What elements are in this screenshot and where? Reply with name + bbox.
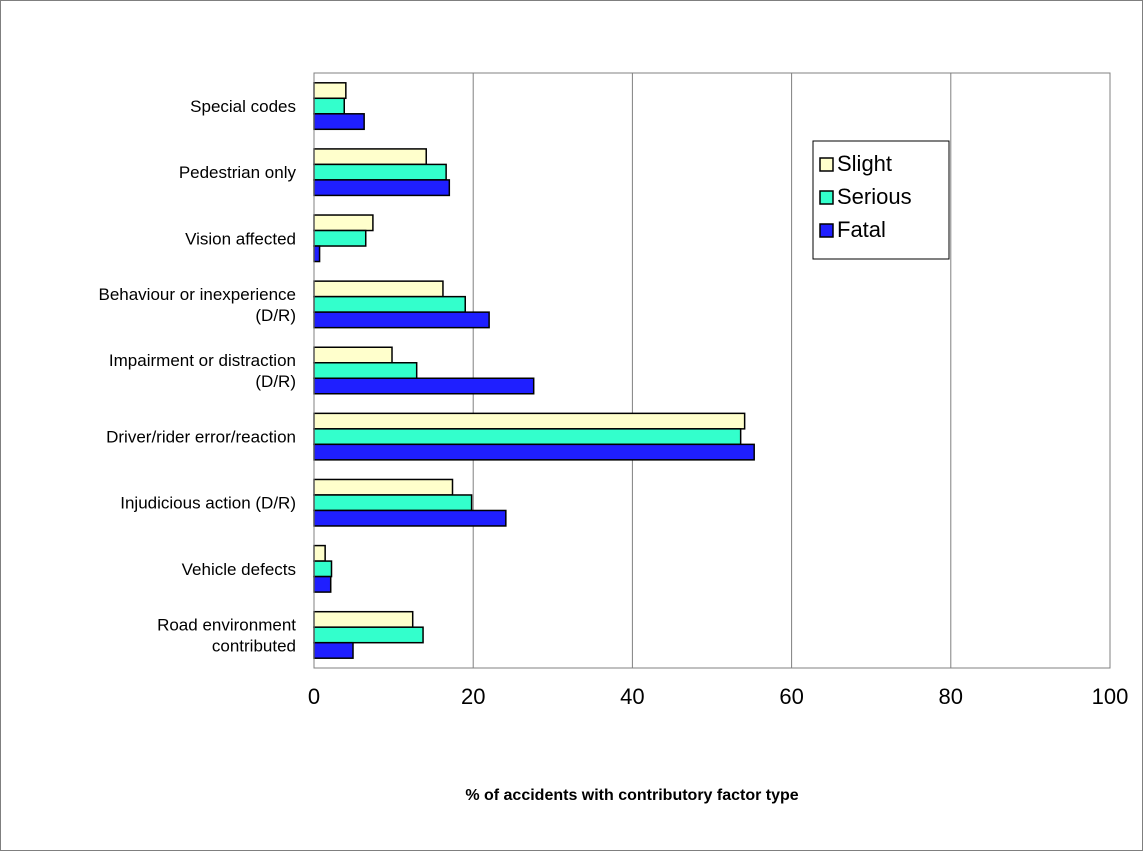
- bar-slight: [313, 610, 414, 628]
- category-label: Vehicle defects: [182, 560, 296, 579]
- category-label: Road environment: [157, 615, 296, 634]
- bar-serious: [313, 295, 466, 313]
- legend: Slight Serious Fatal: [812, 140, 950, 260]
- bar-fatal: [313, 179, 451, 197]
- bar-slight: [313, 214, 374, 232]
- bars: [313, 82, 755, 659]
- plot-area-border: [313, 72, 1111, 669]
- legend-label-serious: Serious: [837, 184, 912, 209]
- bar-fatal: [313, 443, 755, 461]
- bar-slight: [313, 346, 393, 364]
- category-label: contributed: [212, 636, 296, 655]
- x-tick-label: 100: [1092, 684, 1129, 709]
- bar-serious: [313, 229, 367, 247]
- legend-label-fatal: Fatal: [837, 217, 886, 242]
- bar-serious: [313, 97, 345, 115]
- bar-fatal: [313, 641, 354, 659]
- legend-swatch-serious: [819, 190, 834, 205]
- bar-slight: [313, 148, 427, 166]
- category-label: Injudicious action (D/R): [120, 494, 296, 513]
- category-label: Special codes: [190, 97, 296, 116]
- category-label: Behaviour or inexperience: [98, 285, 296, 304]
- bar-serious: [313, 626, 424, 644]
- bar-slight: [313, 280, 444, 298]
- bar-slight: [313, 478, 454, 496]
- x-tick-label: 40: [620, 684, 644, 709]
- x-axis-title: % of accidents with contributory factor …: [465, 787, 798, 804]
- legend-label-slight: Slight: [837, 151, 892, 176]
- x-tick-label: 20: [461, 684, 485, 709]
- bar-slight: [313, 412, 746, 430]
- gridlines: [472, 73, 952, 668]
- category-labels: Special codes Pedestrian only Vision affec…: [98, 97, 296, 655]
- x-tick-label: 80: [939, 684, 963, 709]
- legend-box: [812, 140, 950, 260]
- x-tick-label: 60: [779, 684, 803, 709]
- category-label: Vision affected: [185, 229, 296, 248]
- category-label: Pedestrian only: [179, 163, 297, 182]
- bar-fatal: [313, 575, 332, 593]
- bar-fatal: [313, 509, 507, 527]
- category-label: Impairment or distraction: [109, 351, 296, 370]
- category-label: (D/R): [255, 306, 296, 325]
- bar-serious: [313, 494, 473, 512]
- legend-swatch-slight: [819, 157, 834, 172]
- legend-swatch-fatal: [819, 223, 834, 238]
- bar-serious: [313, 362, 418, 379]
- category-label: (D/R): [255, 372, 296, 391]
- bar-serious: [313, 428, 742, 446]
- bar-slight: [313, 544, 326, 562]
- bar-slight: [313, 82, 347, 100]
- bar-serious: [313, 560, 333, 578]
- bar-serious: [313, 163, 447, 181]
- x-tick-labels: 0 20 40 60 80 100: [308, 684, 1128, 709]
- x-tick-label: 0: [308, 684, 320, 709]
- bar-fatal: [313, 113, 365, 131]
- bar-fatal: [313, 245, 321, 263]
- category-label: Driver/rider error/reaction: [106, 428, 296, 447]
- bar-fatal: [313, 311, 490, 329]
- bar-fatal: [313, 377, 535, 395]
